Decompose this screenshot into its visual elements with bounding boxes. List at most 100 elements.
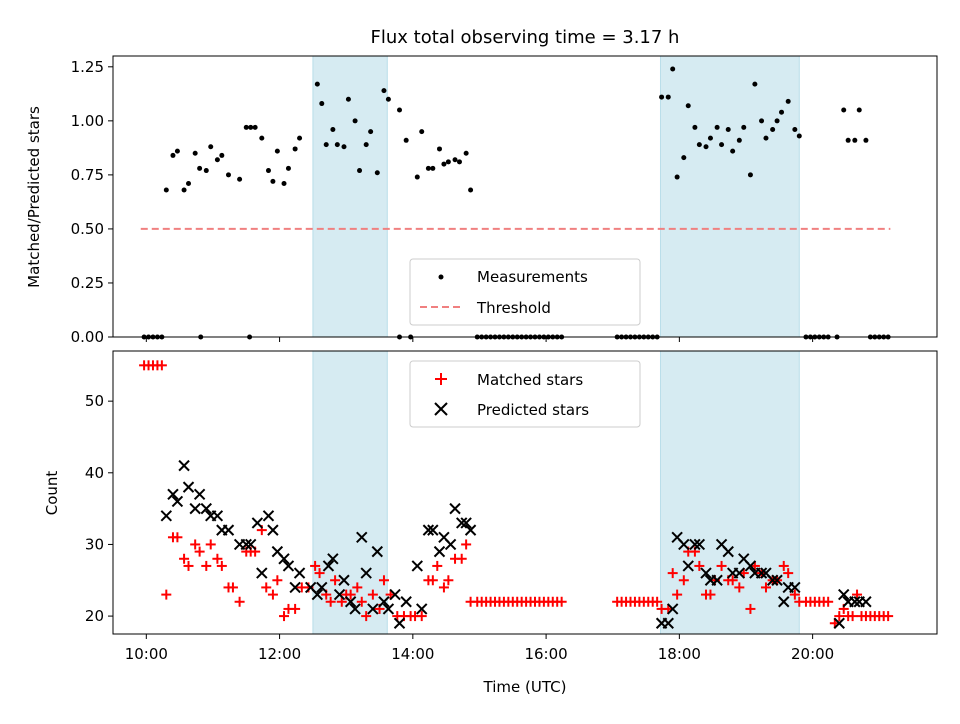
measurement-point [747, 172, 753, 178]
bottom-x-ticks: 10:00 12:00 14:00 16:00 18:00 20:00 [125, 634, 834, 663]
measurement-point [314, 81, 320, 87]
measurement-point [281, 181, 287, 187]
measurement-point [341, 144, 347, 150]
measurement-point [445, 159, 451, 165]
measurement-point [374, 170, 380, 176]
predicted-star-point [444, 538, 457, 551]
measurement-point [181, 187, 187, 193]
measurement-point [265, 168, 271, 174]
measurement-point [736, 137, 742, 143]
predicted-star-point [293, 567, 306, 579]
legend-threshold-label: Threshold [476, 299, 551, 317]
bottom-legend: Matched stars Predicted stars [409, 360, 641, 428]
shaded-region [312, 55, 388, 338]
bottom-shaded-regions [312, 350, 800, 635]
predicted-star-point [282, 560, 295, 572]
predicted-star-point [789, 581, 801, 594]
predicted-star-point [389, 588, 401, 601]
matched-star-point [183, 560, 194, 571]
measurement-point [357, 168, 363, 174]
measurement-point [452, 157, 458, 163]
measurement-point [436, 146, 442, 152]
matched-star-point [667, 568, 678, 579]
predicted-star-point [427, 524, 439, 536]
shaded-region [659, 55, 800, 338]
matched-star-point [438, 582, 449, 593]
measurement-point [192, 150, 198, 156]
x-tick-label: 14:00 [391, 645, 434, 663]
measurement-point [243, 124, 249, 130]
matched-star-point [716, 560, 727, 571]
matched-star-point [205, 539, 216, 550]
top-y-tick-label: 0.00 [71, 328, 104, 346]
measurement-point [696, 142, 702, 148]
matched-star-point [345, 589, 356, 600]
measurement-point [270, 178, 276, 184]
chart-title: Flux total observing time = 3.17 h [371, 27, 680, 48]
predicted-star-point [367, 603, 379, 615]
matched-star-point [156, 360, 167, 371]
measurement-point [368, 129, 374, 135]
predicted-star-point [662, 617, 674, 629]
measurement-point [225, 172, 231, 178]
matched-star-point [556, 596, 567, 607]
predicted-star-point [449, 502, 461, 515]
top-y-ticks: 0.00 0.25 0.50 0.75 1.00 1.25 [71, 58, 113, 346]
measurement-point [681, 155, 687, 161]
predicted-stars-series [160, 459, 872, 629]
measurement-point [719, 142, 725, 148]
measurement-point [397, 107, 403, 113]
matched-star-point [652, 596, 663, 607]
predicted-star-point [256, 567, 268, 579]
measurement-point [770, 126, 776, 132]
top-x-ticks [145, 337, 814, 342]
predicted-star-point [771, 574, 783, 586]
predicted-star-point [193, 488, 206, 500]
measurement-point [252, 124, 258, 130]
x-tick-label: 16:00 [524, 645, 567, 663]
legend-matched-label: Matched stars [477, 371, 583, 389]
matched-star-point [352, 582, 363, 593]
matched-star-point [760, 582, 771, 593]
measurement-point [774, 118, 780, 124]
bottom-y-axis-label: Count [43, 471, 61, 516]
predicted-star-point [360, 567, 372, 579]
matched-star-point [216, 560, 227, 571]
predicted-star-point [766, 574, 779, 586]
measurement-point [208, 144, 214, 150]
bottom-y-tick-label: 30 [85, 535, 104, 553]
measurement-point [759, 118, 765, 124]
measurement-point [752, 81, 758, 87]
predicted-star-point [222, 524, 235, 536]
predicted-star-point [849, 596, 861, 608]
measurement-point [463, 150, 469, 156]
measurement-point [674, 174, 680, 180]
matched-star-point [234, 596, 245, 607]
top-panel: 0.00 0.25 0.50 0.75 1.00 1.25 Matched/Predict… [25, 55, 938, 346]
x-tick-label: 12:00 [258, 645, 301, 663]
matched-star-point [456, 553, 467, 564]
predicted-star-point [666, 603, 679, 615]
predicted-star-point [189, 502, 201, 515]
matched-star-point [745, 603, 756, 614]
top-y-tick-label: 0.50 [71, 220, 104, 238]
measurement-point [707, 135, 713, 141]
measurement-point [330, 126, 336, 132]
bottom-y-tick-label: 20 [85, 607, 104, 625]
predicted-star-point [171, 495, 184, 508]
top-shaded-regions [312, 55, 800, 338]
measurement-point [441, 161, 447, 167]
measurement-point [730, 148, 736, 154]
matched-star-point [194, 546, 205, 557]
matched-star-point [823, 596, 834, 607]
measurement-point [334, 142, 340, 148]
matched-star-point [330, 575, 341, 586]
measurement-point [274, 148, 280, 154]
predicted-star-point [338, 574, 350, 586]
legend-measurements-label: Measurements [477, 268, 588, 286]
measurement-point [237, 176, 243, 182]
predicted-star-point [682, 560, 694, 572]
measurement-point [319, 101, 325, 107]
matched-star-point [783, 568, 794, 579]
measurement-point [381, 88, 387, 94]
